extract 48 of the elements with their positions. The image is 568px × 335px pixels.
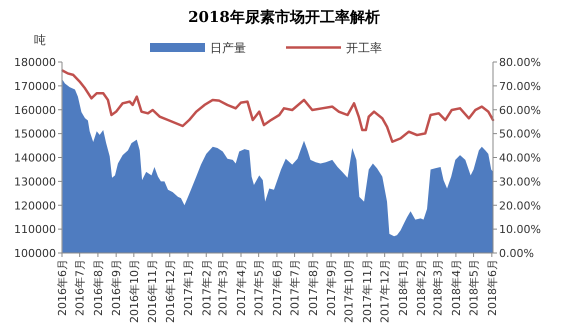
x-tick-label: 2017年12月 xyxy=(378,259,392,323)
x-tick-label: 2017年9月 xyxy=(325,259,338,316)
x-tick-label: 2017年8月 xyxy=(306,259,320,316)
x-tick-label: 2016年10月 xyxy=(128,259,141,323)
y2-tick-label: 50.00% xyxy=(499,128,541,141)
x-tick-label: 2018年1月 xyxy=(396,259,410,316)
y2-tick-label: 70.00% xyxy=(499,80,541,93)
y2-tick-label: 10.00% xyxy=(499,223,541,236)
x-tick-label: 2016年12月 xyxy=(164,259,177,323)
legend-label: 开工率 xyxy=(346,41,382,55)
line-series xyxy=(61,69,494,143)
legend-label: 日产量 xyxy=(210,41,246,55)
y-tick-label: 170000 xyxy=(14,80,56,93)
y-tick-label: 180000 xyxy=(14,56,56,69)
x-tick-label: 2017年3月 xyxy=(216,259,230,316)
y-tick-label: 120000 xyxy=(14,199,56,212)
x-tick-label: 2017年5月 xyxy=(252,259,266,316)
x-tick-label: 2017年10月 xyxy=(342,259,356,323)
y-tick-label: 110000 xyxy=(14,223,56,236)
x-tick-label: 2017年1月 xyxy=(182,259,196,316)
x-tick-label: 2016年7月 xyxy=(74,259,87,316)
x-tick-label: 2017年11月 xyxy=(360,259,374,323)
x-tick-label: 2017年4月 xyxy=(234,259,248,316)
y-tick-label: 130000 xyxy=(14,175,56,188)
x-tick-label: 2018年2月 xyxy=(415,259,428,316)
x-tick-label: 2018年6月 xyxy=(486,259,499,316)
y-tick-label: 160000 xyxy=(14,104,56,117)
chart-title: 2018年尿素市场开工率解析 xyxy=(188,8,380,26)
x-tick-label: 2018年4月 xyxy=(450,259,463,316)
x-tick-label: 2016年6月 xyxy=(56,259,69,316)
y-tick-label: 150000 xyxy=(14,128,56,141)
x-tick-label: 2018年3月 xyxy=(432,259,445,316)
y-axis-title: 吨 xyxy=(34,33,46,47)
x-tick-label: 2016年9月 xyxy=(110,259,124,316)
y2-tick-label: 60.00% xyxy=(499,104,541,117)
y2-tick-label: 0.00% xyxy=(499,247,534,260)
y2-tick-label: 80.00% xyxy=(499,56,541,69)
x-tick-label: 2017年2月 xyxy=(200,259,214,316)
x-tick-label: 2017年7月 xyxy=(288,259,302,316)
x-tick-label: 2018年5月 xyxy=(468,259,481,316)
y-tick-label: 140000 xyxy=(14,152,56,164)
y2-tick-label: 20.00% xyxy=(499,199,541,212)
x-tick-label: 2017年6月 xyxy=(270,259,284,316)
y2-tick-label: 30.00% xyxy=(499,175,541,188)
y-tick-label: 100000 xyxy=(14,247,56,260)
y2-tick-label: 40.00% xyxy=(499,152,541,164)
x-tick-label: 2016年11月 xyxy=(146,259,160,323)
x-tick-label: 2016年8月 xyxy=(92,259,105,316)
